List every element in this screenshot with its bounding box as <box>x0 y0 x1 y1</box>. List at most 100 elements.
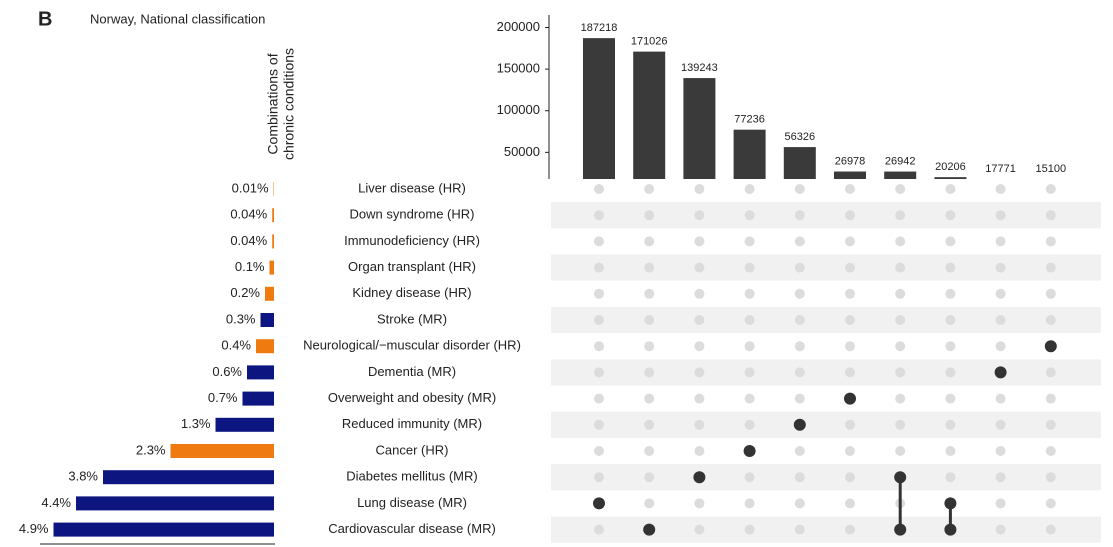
matrix-dot-empty <box>945 419 956 430</box>
matrix-dot-empty <box>594 472 604 483</box>
matrix-dot-empty <box>744 472 755 483</box>
matrix-dot-empty <box>1045 393 1056 404</box>
set-value-label: 0.7% <box>208 390 238 405</box>
matrix-dot-empty <box>694 288 705 299</box>
set-bar <box>272 208 274 223</box>
matrix-dot-empty <box>995 524 1006 535</box>
bar-label: 15100 <box>1036 163 1067 175</box>
matrix-dot-empty <box>794 367 805 378</box>
matrix-dot-empty <box>1045 315 1056 325</box>
matrix-dot-empty <box>694 446 705 456</box>
matrix-dot-empty <box>845 524 855 535</box>
matrix-dot-empty <box>945 315 956 325</box>
set-value-label: 0.4% <box>221 338 251 353</box>
matrix-dot-empty <box>1045 524 1056 535</box>
matrix-dot-empty <box>794 446 805 456</box>
set-bar <box>242 391 274 406</box>
matrix-dot-empty <box>1045 210 1056 221</box>
matrix-dot-empty <box>644 367 655 378</box>
matrix-dot <box>693 471 706 484</box>
matrix-dot-empty <box>694 341 705 352</box>
matrix-dot-empty <box>594 446 604 456</box>
matrix-dot-empty <box>845 210 855 221</box>
matrix-dot-empty <box>995 341 1006 352</box>
matrix-dot-empty <box>995 262 1006 273</box>
set-label: Immunodeficiency (HR) <box>344 233 480 248</box>
matrix-dot-empty <box>744 315 755 325</box>
matrix-dot <box>793 418 806 431</box>
y-tick-label: 200000 <box>497 19 540 34</box>
matrix-dot-empty <box>1045 367 1056 378</box>
set-value-label: 0.01% <box>232 180 269 195</box>
row-stripe <box>551 411 1101 438</box>
y-axis-label-line: chronic conditions <box>281 48 297 160</box>
matrix-dot-empty <box>995 210 1006 221</box>
bar-label: 26942 <box>885 155 916 167</box>
matrix-dot-empty <box>1045 236 1056 247</box>
matrix-dot-empty <box>895 393 906 404</box>
set-value-label: 4.4% <box>41 495 71 510</box>
matrix-dot-empty <box>995 419 1006 430</box>
set-bar <box>247 365 274 380</box>
row-stripe <box>551 359 1101 386</box>
set-value-label: 0.6% <box>212 364 242 379</box>
matrix-dot-empty <box>594 393 604 404</box>
matrix-dot-empty <box>845 419 855 430</box>
bar-label: 139243 <box>681 62 718 74</box>
bar-label: 56326 <box>785 131 816 143</box>
set-label: Reduced immunity (MR) <box>342 416 482 431</box>
matrix-dot <box>844 392 856 405</box>
matrix-dot-empty <box>945 236 956 247</box>
matrix-dot-empty <box>1045 446 1056 456</box>
matrix-dot-empty <box>644 236 655 247</box>
matrix-dot-empty <box>644 419 655 430</box>
row-stripe <box>551 464 1101 491</box>
matrix-dot-empty <box>644 446 655 456</box>
matrix-dot-empty <box>945 341 956 352</box>
set-value-label: 0.3% <box>226 311 256 326</box>
row-stripe <box>551 202 1101 229</box>
matrix-dot-empty <box>644 341 655 352</box>
set-value-label: 2.3% <box>136 442 166 457</box>
row-stripe <box>551 306 1101 334</box>
bar <box>884 171 917 179</box>
set-label: Kidney disease (HR) <box>352 285 471 300</box>
matrix-dot-empty <box>945 184 956 194</box>
matrix-dot-empty <box>744 288 755 299</box>
panel-label: B <box>38 8 52 30</box>
matrix-dot <box>894 523 907 536</box>
matrix-dot-empty <box>845 288 855 299</box>
matrix-dot-empty <box>694 393 705 404</box>
set-bar <box>256 339 274 354</box>
set-bar <box>265 286 274 301</box>
matrix-dot-empty <box>794 524 805 535</box>
set-label: Overweight and obesity (MR) <box>328 390 496 405</box>
matrix-dot <box>743 445 756 457</box>
row-stripe <box>551 254 1101 281</box>
y-tick-label: 50000 <box>504 144 540 159</box>
matrix-dot-empty <box>744 262 755 273</box>
set-bar <box>103 470 274 485</box>
matrix-dot-empty <box>594 210 604 221</box>
matrix-dot-empty <box>794 262 805 273</box>
matrix-dot-empty <box>895 367 906 378</box>
matrix-dot-empty <box>644 210 655 221</box>
matrix-dot-empty <box>1045 472 1056 483</box>
matrix-dot-empty <box>995 498 1006 509</box>
set-label: Stroke (MR) <box>377 311 447 326</box>
set-label: Organ transplant (HR) <box>348 259 476 274</box>
matrix-dot <box>1044 340 1057 353</box>
matrix-dot-empty <box>694 367 705 378</box>
y-axis-label: Combinations of chronic conditions <box>265 48 297 160</box>
matrix-dot <box>944 523 957 536</box>
matrix-dot-empty <box>845 184 855 194</box>
matrix-dot-empty <box>995 393 1006 404</box>
matrix-dot-empty <box>794 315 805 325</box>
set-label: Lung disease (MR) <box>357 495 467 510</box>
matrix-dot-empty <box>1045 262 1056 273</box>
set-bar <box>76 496 274 511</box>
bar-label: 20206 <box>935 161 966 173</box>
matrix-dot-empty <box>694 315 705 325</box>
matrix-dot-empty <box>594 341 604 352</box>
bar-label: 26978 <box>835 155 866 167</box>
